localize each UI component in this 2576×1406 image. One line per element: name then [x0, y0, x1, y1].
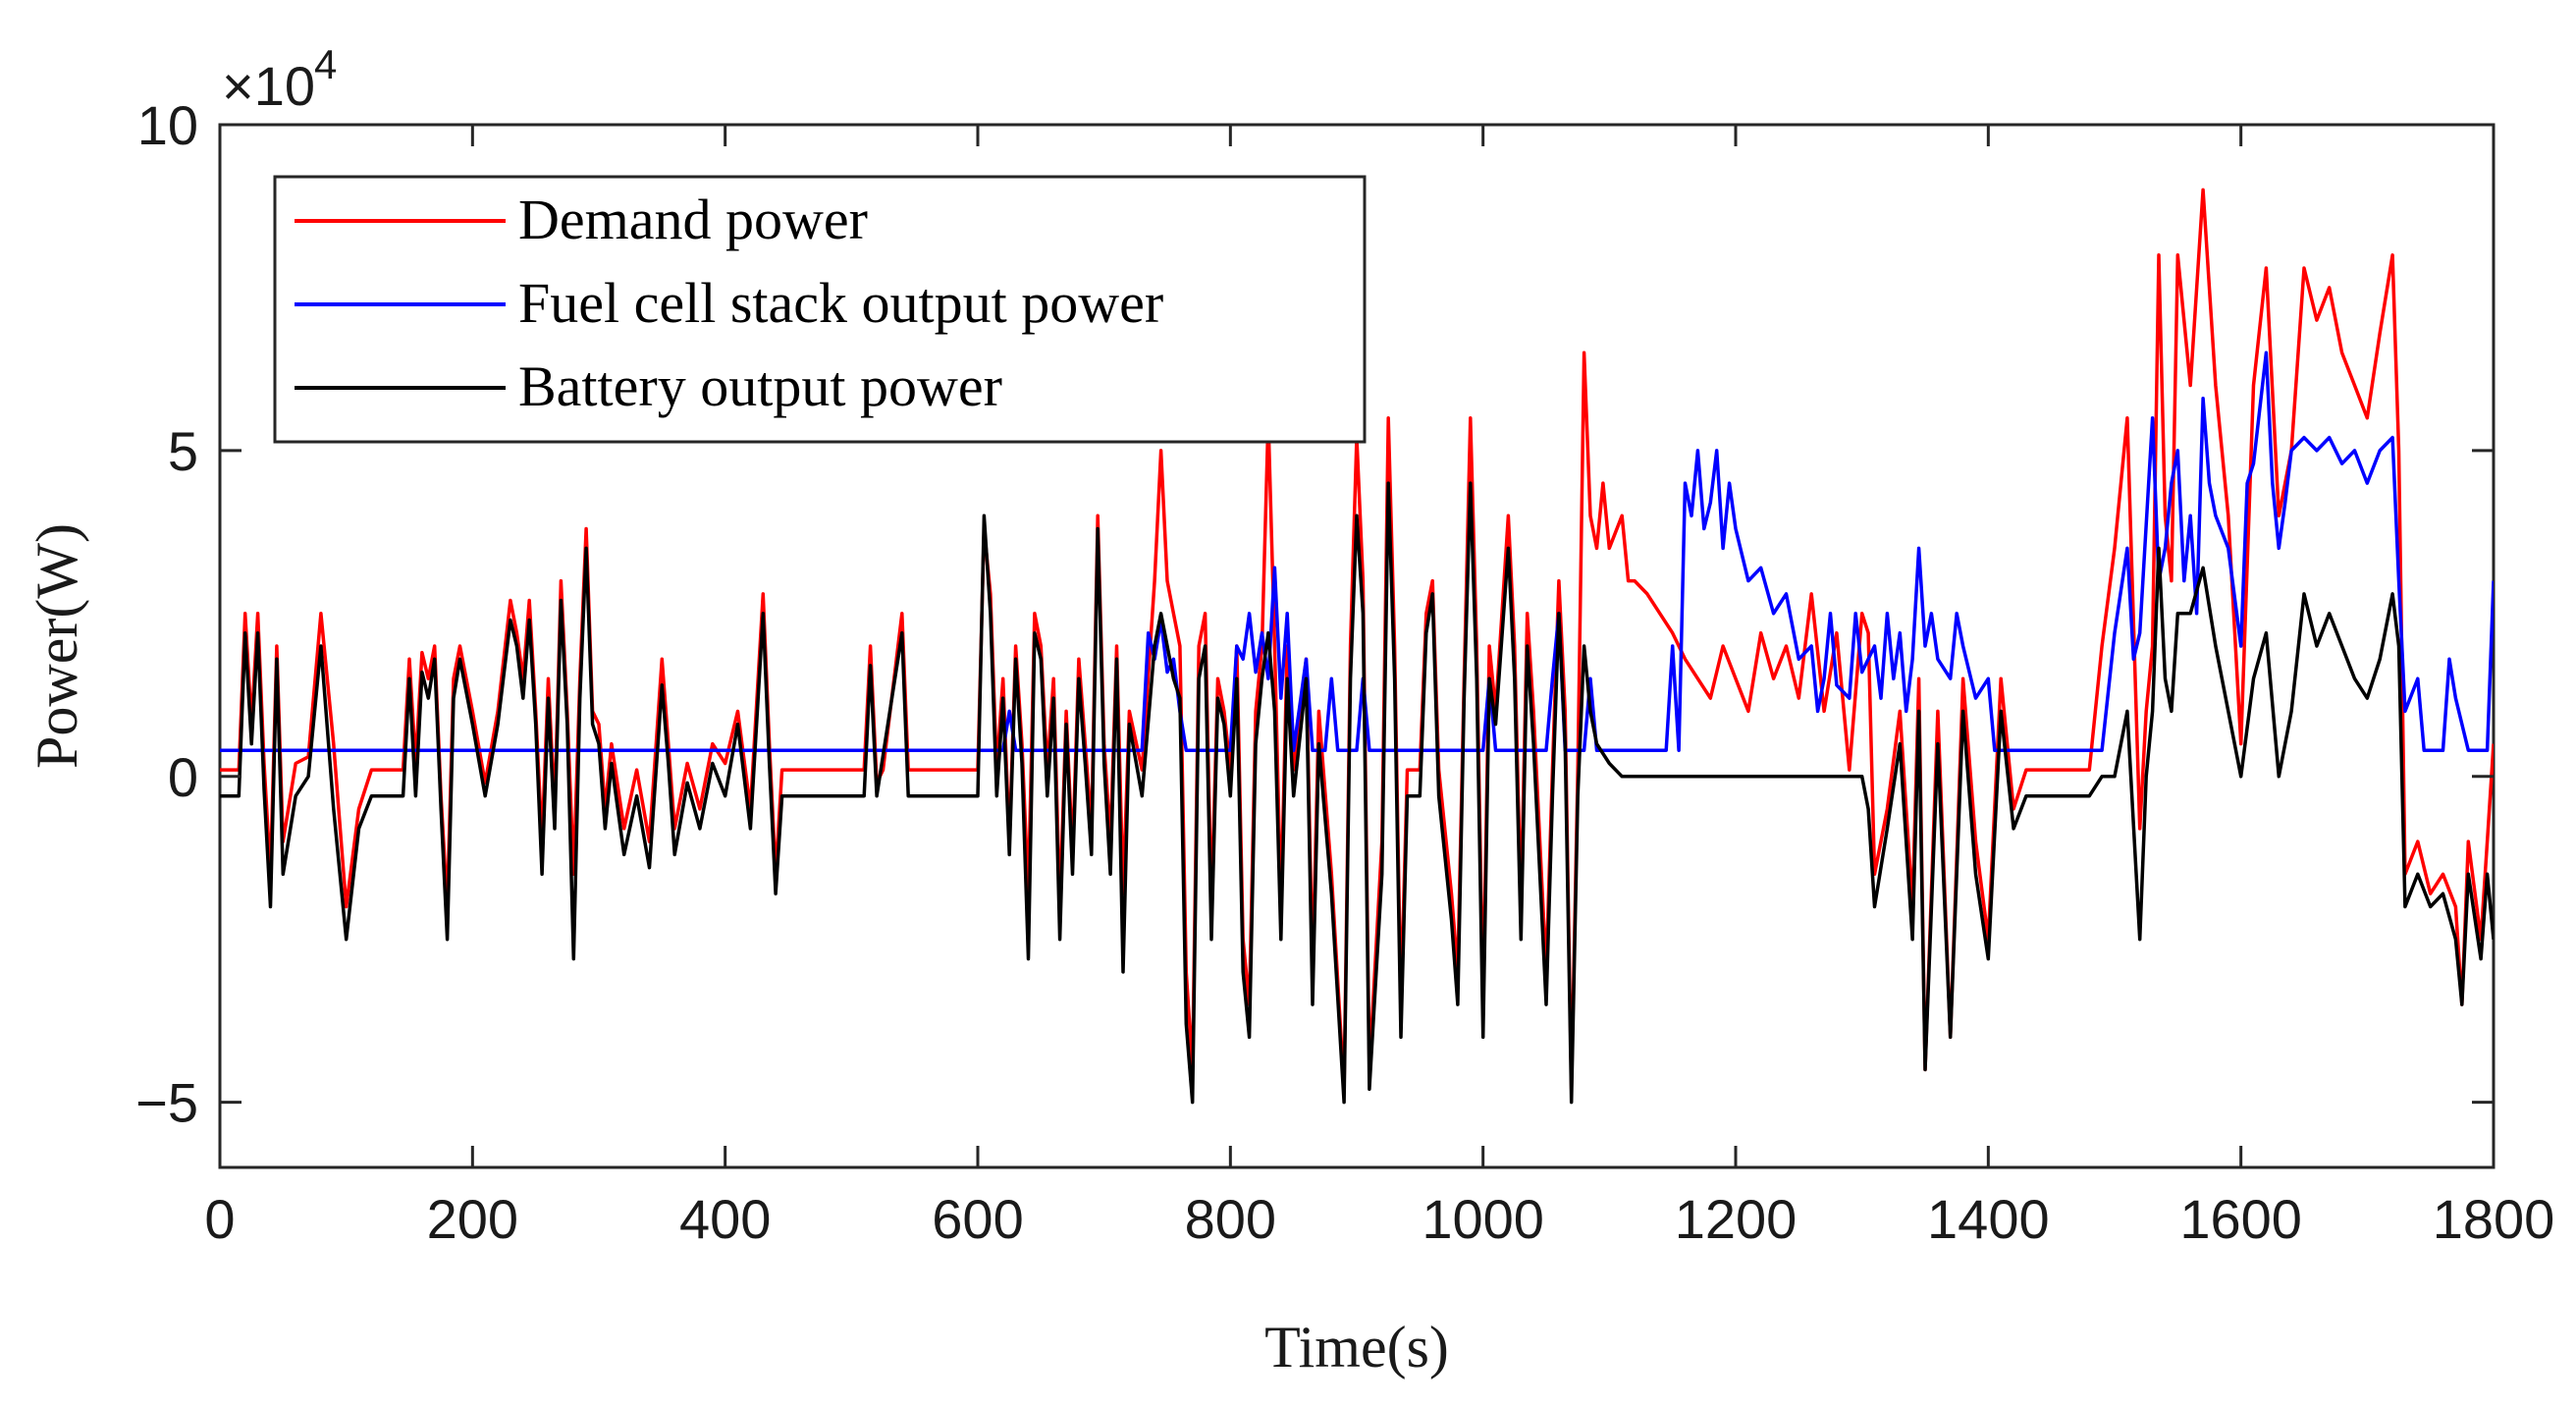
legend: Demand power Fuel cell stack output powe…	[273, 175, 1367, 444]
x-tick-label: 200	[427, 1188, 518, 1250]
x-tick-label: 1000	[1422, 1188, 1544, 1250]
x-tick-label: 1200	[1675, 1188, 1798, 1250]
legend-label-fuel-cell-stack-output-power: Fuel cell stack output power	[518, 271, 1163, 335]
y-tick-label: 5	[168, 420, 198, 482]
y-tick-label: 0	[168, 746, 198, 808]
x-tick-label: 600	[932, 1188, 1023, 1250]
y-tick-label: 10	[137, 94, 198, 156]
legend-label-battery-output-power: Battery output power	[518, 354, 1002, 418]
legend-label-demand-power: Demand power	[518, 188, 868, 251]
y-tick-label: −5	[135, 1072, 198, 1134]
x-tick-label: 0	[204, 1188, 235, 1250]
x-axis-title: Time(s)	[1264, 1315, 1449, 1379]
series-line-fuel-cell-stack-output-power	[220, 351, 2494, 752]
x-tick-label: 1600	[2179, 1188, 2302, 1250]
y-exponent-label: ×10	[222, 55, 315, 117]
x-tick-label: 1400	[1927, 1188, 2050, 1250]
y-axis-ticks: −5 0 5 10	[135, 94, 2494, 1134]
series-layer	[220, 188, 2494, 1105]
x-tick-label: 800	[1185, 1188, 1276, 1250]
x-tick-label: 1800	[2433, 1188, 2555, 1250]
series-line-battery-output-power	[220, 481, 2494, 1105]
y-axis-title: Power(W)	[25, 523, 89, 769]
y-exponent-power: 4	[314, 41, 337, 87]
x-axis-ticks: 0 200 400 600 800 1000 1200 1400 1600 1800	[204, 125, 2554, 1250]
x-tick-label: 400	[679, 1188, 771, 1250]
